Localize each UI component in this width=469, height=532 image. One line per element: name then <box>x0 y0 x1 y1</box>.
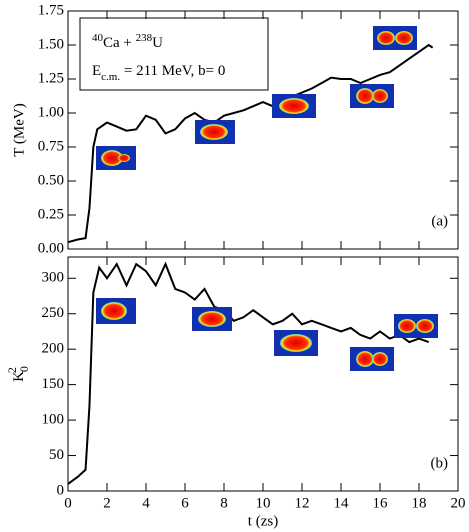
data-line <box>67 43 434 244</box>
y-tick-label: 250 <box>42 305 65 321</box>
y-tick-label: 0.00 <box>38 240 64 256</box>
y-axis-title: T (MeV) <box>11 103 27 156</box>
inset <box>195 120 235 144</box>
x-tick-label: 8 <box>220 495 228 511</box>
x-tick-label: 6 <box>181 495 189 511</box>
x-tick-label: 2 <box>103 495 111 511</box>
x-tick-label: 0 <box>64 495 72 511</box>
inset <box>350 84 394 108</box>
x-tick-label: 12 <box>295 495 310 511</box>
y-axis-title: K02 <box>5 366 31 382</box>
x-tick-label: 18 <box>412 495 427 511</box>
inset <box>96 146 136 170</box>
x-tick-label: 10 <box>256 495 271 511</box>
inset <box>373 26 417 50</box>
y-tick-label: 1.00 <box>38 104 64 120</box>
y-tick-label: 1.25 <box>38 70 64 86</box>
y-tick-label: 0.50 <box>38 172 64 188</box>
inset <box>274 330 318 356</box>
y-tick-label: 300 <box>42 270 65 286</box>
y-tick-label: 1.50 <box>38 36 64 52</box>
x-tick-label: 16 <box>373 495 389 511</box>
inset <box>350 347 394 371</box>
y-tick-label: 200 <box>42 341 65 357</box>
inset <box>96 298 136 324</box>
annotation-line: Ec.m. = 211 MeV, b= 0 <box>92 63 225 82</box>
y-tick-label: 100 <box>42 412 65 428</box>
y-tick-label: 150 <box>42 376 65 392</box>
annotation-line: 40Ca + 238U <box>92 32 163 52</box>
data-line <box>67 261 430 485</box>
x-tick-label: 4 <box>142 495 150 511</box>
annotation-box <box>79 17 269 91</box>
density-insets <box>96 26 438 371</box>
x-tick-label: 14 <box>334 495 350 511</box>
plot-frame <box>67 256 459 492</box>
x-tick-label: 20 <box>451 495 466 511</box>
panel-label: (a) <box>431 213 448 229</box>
y-tick-label: 50 <box>49 447 64 463</box>
y-tick-label: 1.75 <box>38 2 64 18</box>
x-axis-title: t (zs) <box>248 513 278 529</box>
inset <box>192 307 232 331</box>
inset <box>272 94 316 118</box>
inset <box>394 314 438 338</box>
y-tick-label: 0.25 <box>38 206 64 222</box>
panel-label: (b) <box>431 455 449 471</box>
y-tick-label: 0.75 <box>38 138 64 154</box>
y-tick-label: 0 <box>57 482 65 498</box>
